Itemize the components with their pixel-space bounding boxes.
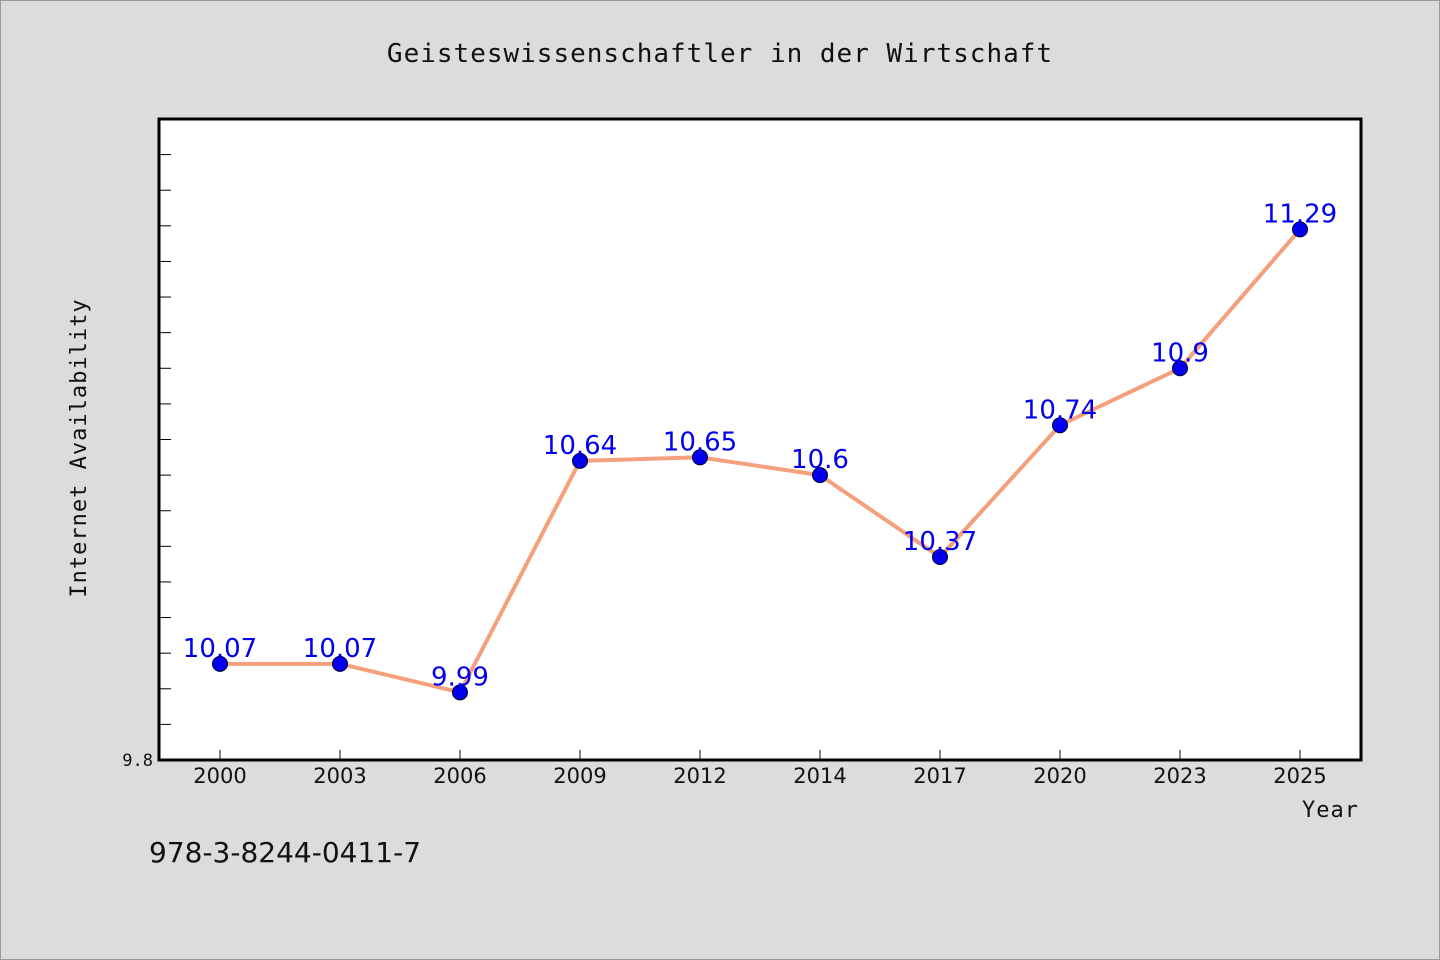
x-tick-label-2012: 2012	[673, 764, 726, 788]
data-point-2020	[1052, 417, 1068, 434]
x-axis-label: Year	[1302, 798, 1359, 823]
x-tick-label-2003: 2003	[313, 764, 366, 788]
data-label-2014: 10.6	[791, 445, 849, 475]
y-axis-ticks	[159, 154, 171, 725]
data-point-2012	[692, 449, 708, 466]
data-label-2023: 10.9	[1151, 338, 1209, 368]
data-point-2025	[1292, 221, 1308, 238]
x-tick-label-2006: 2006	[433, 764, 486, 788]
x-tick-label-2020: 2020	[1033, 764, 1086, 788]
data-label-2017: 10.37	[903, 527, 977, 557]
data-label-2006: 9.99	[431, 662, 489, 692]
data-label-2009: 10.64	[543, 431, 617, 461]
data-point-2009	[572, 452, 588, 469]
isbn-label: 978-3-8244-0411-7	[149, 836, 421, 869]
x-tick-label-2023: 2023	[1153, 764, 1206, 788]
x-axis-ticks: 2000 2003 2006 2009 2012 2014 2017 2020 2023 2025	[193, 750, 1327, 788]
data-point-2006	[452, 684, 468, 701]
plot-area	[157, 117, 1363, 762]
chart-title: Geisteswissenschaftler in der Wirtschaft	[387, 39, 1053, 69]
data-label-2025: 11.29	[1263, 199, 1337, 229]
data-point-2000	[212, 655, 228, 672]
series-line	[218, 227, 1302, 695]
data-label-2000: 10.07	[183, 634, 257, 664]
data-point-2023	[1172, 360, 1188, 377]
y-tick-label-min: 9.8	[122, 751, 153, 771]
series-group: 10.07 10.07 9.99 10.64 10.65 10.6 10.37 10.74 10…	[183, 199, 1337, 701]
data-point-2014	[812, 467, 828, 484]
data-label-2020: 10.74	[1023, 395, 1097, 425]
x-tick-label-2014: 2014	[793, 764, 846, 788]
data-label-2003: 10.07	[303, 634, 377, 664]
x-tick-label-2000: 2000	[193, 764, 246, 788]
data-point-2017	[932, 549, 948, 566]
x-tick-label-2025: 2025	[1273, 764, 1326, 788]
y-axis-label: Internet Availability	[67, 298, 92, 597]
data-label-2012: 10.65	[663, 427, 737, 457]
data-point-2003	[332, 655, 348, 672]
x-tick-label-2017: 2017	[913, 764, 966, 788]
x-tick-label-2009: 2009	[553, 764, 606, 788]
